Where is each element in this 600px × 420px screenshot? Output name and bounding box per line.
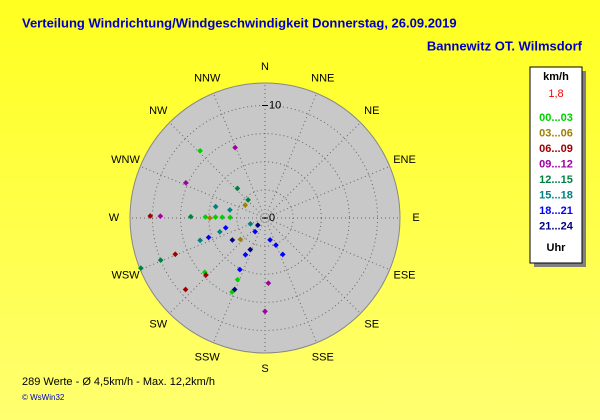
data-point bbox=[227, 207, 233, 213]
data-point bbox=[255, 222, 261, 228]
data-point bbox=[234, 276, 241, 283]
data-point bbox=[267, 237, 273, 243]
data-point bbox=[216, 228, 223, 235]
direction-label: WSW bbox=[111, 270, 140, 282]
grid-spoke bbox=[140, 165, 266, 219]
direction-label: WNW bbox=[111, 154, 140, 166]
data-point bbox=[157, 257, 164, 263]
grid-spoke bbox=[212, 93, 266, 219]
data-point bbox=[203, 272, 209, 278]
data-point bbox=[242, 251, 249, 258]
current-speed: 1,8 bbox=[548, 88, 563, 100]
legend-entry: 00...03 bbox=[539, 112, 573, 124]
direction-label: ENE bbox=[393, 154, 416, 166]
data-point bbox=[219, 214, 226, 221]
data-point bbox=[231, 286, 238, 293]
grid-spoke bbox=[212, 217, 266, 343]
data-point bbox=[232, 144, 238, 151]
data-point bbox=[237, 236, 244, 243]
direction-label: E bbox=[412, 212, 419, 224]
legend-entry: 18...21 bbox=[539, 205, 573, 217]
data-point bbox=[138, 265, 144, 271]
data-point bbox=[273, 242, 279, 248]
data-point bbox=[205, 234, 212, 241]
data-point bbox=[197, 237, 203, 244]
chart-title: Verteilung Windrichtung/Windgeschwindigk… bbox=[22, 15, 457, 30]
direction-label: SSE bbox=[312, 351, 334, 363]
grid-spoke bbox=[169, 122, 266, 219]
data-point bbox=[247, 221, 254, 227]
data-point bbox=[187, 213, 194, 220]
direction-label: N bbox=[261, 61, 269, 73]
data-point bbox=[157, 213, 164, 220]
direction-label: ESE bbox=[393, 270, 415, 282]
legend-entry: 03...06 bbox=[539, 127, 573, 139]
data-point bbox=[229, 237, 236, 243]
grid-spoke bbox=[264, 122, 361, 219]
data-point bbox=[279, 251, 286, 258]
direction-label: S bbox=[261, 363, 268, 375]
direction-label: NNW bbox=[194, 72, 221, 84]
legend-entry: 15...18 bbox=[539, 189, 573, 201]
grid-spoke bbox=[169, 217, 266, 314]
data-point bbox=[212, 214, 219, 220]
legend-entry: 21...24 bbox=[539, 220, 574, 232]
data-point bbox=[222, 224, 229, 231]
copyright: © WsWin32 bbox=[22, 393, 65, 402]
data-point bbox=[227, 214, 233, 221]
direction-label: SSW bbox=[195, 351, 221, 363]
data-point bbox=[262, 308, 268, 315]
grid-spoke bbox=[264, 217, 390, 271]
data-point bbox=[265, 280, 272, 286]
legend-footer: Uhr bbox=[547, 242, 567, 254]
data-point bbox=[197, 148, 203, 154]
legend-box bbox=[529, 66, 583, 264]
data-point bbox=[242, 202, 249, 208]
direction-label: W bbox=[109, 212, 120, 224]
legend-entry: 12...15 bbox=[539, 174, 573, 186]
direction-label: SE bbox=[364, 319, 379, 331]
data-point bbox=[212, 203, 219, 210]
footer: 289 Werte - Ø 4,5km/h - Max. 12,2km/h bbox=[22, 376, 215, 388]
data-point bbox=[245, 197, 251, 203]
legend-entry: 06...09 bbox=[539, 143, 573, 155]
chart-subtitle: Bannewitz OT. Wilmsdorf bbox=[427, 38, 583, 53]
r-tick-label: 0 bbox=[269, 212, 275, 224]
data-point bbox=[207, 215, 213, 221]
grid-spoke bbox=[264, 93, 318, 219]
direction-label: NW bbox=[149, 105, 168, 117]
grid-spoke bbox=[264, 165, 390, 219]
direction-label: NNE bbox=[311, 72, 334, 84]
direction-label: SW bbox=[149, 319, 167, 331]
legend-entry: 09...12 bbox=[539, 158, 573, 170]
data-point bbox=[237, 266, 243, 273]
data-point bbox=[172, 251, 179, 258]
direction-label: NE bbox=[364, 105, 379, 117]
grid-spoke bbox=[264, 217, 361, 314]
data-point bbox=[252, 228, 258, 235]
legend-title: km/h bbox=[543, 71, 569, 83]
grid-spoke bbox=[264, 217, 318, 343]
data-point bbox=[234, 185, 241, 192]
data-point bbox=[202, 214, 209, 220]
data-point bbox=[183, 179, 189, 186]
r-tick-label: 10 bbox=[269, 99, 281, 111]
data-point bbox=[247, 246, 254, 253]
data-point bbox=[147, 213, 154, 219]
data-point bbox=[182, 286, 189, 293]
